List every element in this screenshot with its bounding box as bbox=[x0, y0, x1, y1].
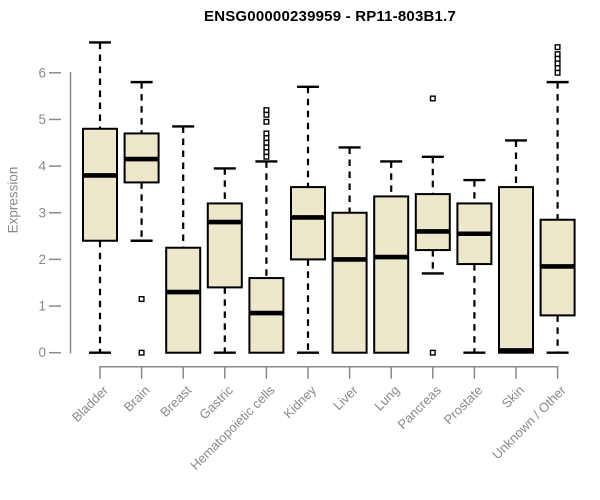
y-tick-label: 3 bbox=[38, 205, 46, 220]
outlier-point bbox=[263, 139, 270, 146]
y-tick-label: 4 bbox=[38, 159, 46, 174]
box-group bbox=[82, 41, 118, 354]
outlier-point bbox=[263, 118, 270, 125]
chart-title: ENSG00000239959 - RP11-803B1.7 bbox=[203, 8, 456, 25]
outlier-point bbox=[263, 135, 270, 142]
y-tick-label: 5 bbox=[38, 112, 46, 127]
box bbox=[498, 186, 534, 354]
y-tick-label: 0 bbox=[38, 345, 46, 360]
box-group bbox=[373, 160, 410, 354]
y-tick-label: 1 bbox=[38, 299, 46, 314]
x-tick-label: Prostate bbox=[441, 383, 486, 428]
outlier-point bbox=[554, 44, 561, 51]
outlier-point bbox=[429, 349, 436, 356]
outlier-point bbox=[554, 60, 561, 67]
box bbox=[331, 211, 368, 354]
box bbox=[414, 193, 451, 252]
box-group bbox=[123, 80, 160, 356]
box-group bbox=[498, 139, 534, 354]
box-group bbox=[414, 95, 451, 356]
box-group bbox=[539, 44, 576, 354]
x-tick-label: Unknown / Other bbox=[489, 382, 569, 462]
outlier-point bbox=[138, 296, 145, 303]
box-group bbox=[331, 146, 368, 354]
box bbox=[206, 202, 243, 289]
x-tick-label: Skin bbox=[499, 383, 527, 411]
outlier-point bbox=[263, 153, 270, 160]
outlier-point bbox=[263, 149, 270, 156]
box-group bbox=[165, 125, 202, 354]
x-tick-label: Breast bbox=[157, 382, 194, 419]
x-tick-label: Lung bbox=[371, 383, 402, 414]
box-group bbox=[206, 167, 243, 354]
outlier-point bbox=[138, 349, 145, 356]
y-tick-label: 6 bbox=[38, 65, 46, 80]
outlier-point bbox=[554, 69, 561, 76]
box bbox=[290, 186, 326, 261]
outlier-point bbox=[554, 65, 561, 72]
box bbox=[82, 127, 118, 242]
x-tick-label: Gastric bbox=[196, 382, 236, 422]
outlier-point bbox=[263, 144, 270, 151]
box-group bbox=[456, 178, 493, 354]
box bbox=[248, 277, 285, 354]
box bbox=[165, 246, 202, 354]
box bbox=[373, 195, 410, 354]
box-group bbox=[248, 107, 285, 354]
x-tick-label: Bladder bbox=[69, 382, 112, 425]
x-tick-label: Liver bbox=[330, 382, 361, 413]
x-tick-label: Pancreas bbox=[394, 382, 444, 432]
box-group bbox=[290, 85, 326, 354]
y-tick-label: 2 bbox=[38, 252, 46, 267]
outlier-point bbox=[554, 55, 561, 62]
outlier-point bbox=[429, 95, 436, 102]
outlier-point bbox=[263, 130, 270, 137]
outlier-point bbox=[263, 107, 270, 114]
outlier-point bbox=[263, 111, 270, 118]
x-tick-label: Brain bbox=[121, 383, 153, 415]
x-tick-label: Kidney bbox=[280, 382, 319, 421]
outlier-point bbox=[554, 51, 561, 58]
